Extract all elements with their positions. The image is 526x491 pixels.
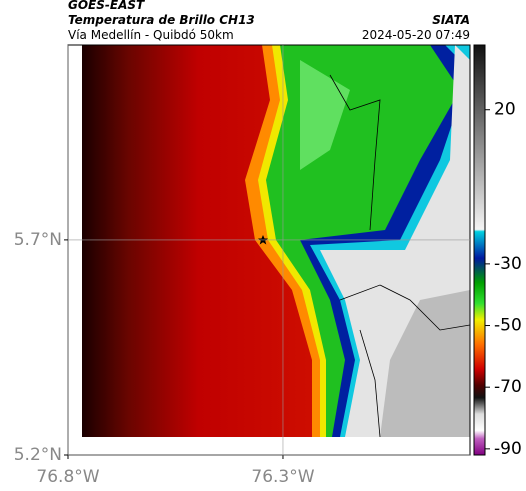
lat-tick-label: 5.7°N [14,230,62,250]
colorbar [473,44,486,456]
region: Vía Medellín - Quibdó 50km [68,28,234,42]
satellite: GOES-EAST [68,0,145,12]
source: SIATA [432,13,470,27]
lon-tick-label: 76.8°W [36,467,99,487]
colorbar-tick-label: -90 [494,439,522,459]
satellite-image [82,45,470,437]
timestamp: 2024-05-20 07:49 [362,28,470,42]
lon-tick-label: 76.3°W [251,467,314,487]
colorbar-tick-label: -30 [494,254,522,274]
product: Temperatura de Brillo CH13 [68,13,255,27]
colorbar-tick-label: -50 [494,316,522,336]
colorbar-tick-label: 20 [494,100,516,120]
lat-tick-label: 5.2°N [14,445,62,465]
colorbar-tick-label: -70 [494,377,522,397]
